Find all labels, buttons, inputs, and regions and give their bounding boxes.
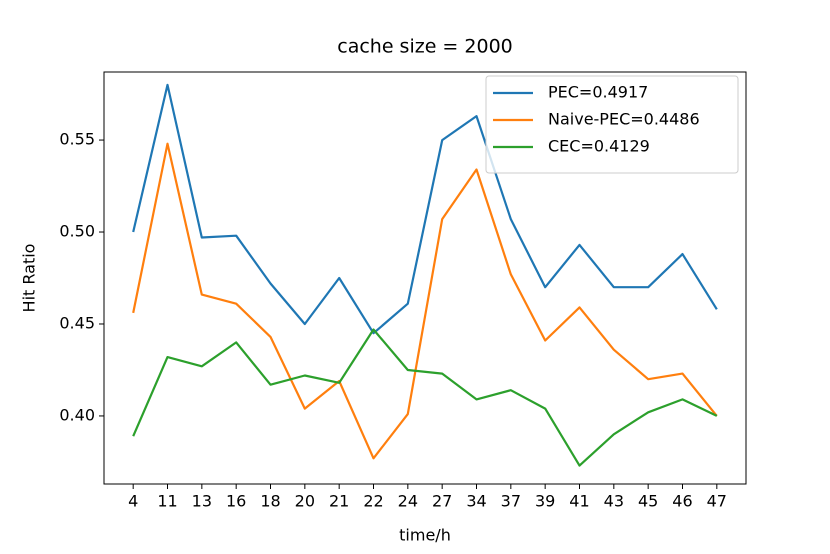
x-tick-label: 20: [295, 492, 315, 511]
legend-label: Naive-PEC=0.4486: [548, 110, 700, 129]
x-tick-label: 47: [707, 492, 727, 511]
y-tick-label: 0.50: [59, 222, 95, 241]
y-tick-label: 0.55: [59, 130, 95, 149]
legend-box: [485, 75, 739, 174]
series-line: [132, 142, 718, 460]
x-tick-label: 46: [672, 492, 692, 511]
x-tick-label: 24: [398, 492, 418, 511]
x-tick-label: 37: [501, 492, 521, 511]
chart-title: cache size = 2000: [337, 36, 513, 58]
y-tick-label: 0.40: [59, 405, 95, 424]
series-line: [132, 328, 718, 467]
x-tick-label: 22: [363, 492, 383, 511]
x-tick-label: 34: [466, 492, 486, 511]
x-tick-label: 4: [128, 492, 138, 511]
x-tick-label: 41: [569, 492, 589, 511]
x-tick-label: 16: [226, 492, 246, 511]
x-tick-label: 21: [329, 492, 349, 511]
x-tick-label: 11: [157, 492, 177, 511]
plot-frame: [103, 71, 747, 485]
y-axis-label: Hit Ratio: [20, 244, 39, 313]
x-tick-label: 13: [192, 492, 212, 511]
x-tick-label: 39: [535, 492, 555, 511]
y-tick-label: 0.45: [59, 313, 95, 332]
legend-label: PEC=0.4917: [548, 83, 648, 102]
x-tick-label: 18: [260, 492, 280, 511]
x-tick-label: 43: [604, 492, 624, 511]
series-line: [132, 83, 718, 335]
legend-label: CEC=0.4129: [548, 137, 650, 156]
x-tick-label: 45: [638, 492, 658, 511]
x-tick-label: 27: [432, 492, 452, 511]
x-axis-label: time/h: [399, 526, 451, 545]
